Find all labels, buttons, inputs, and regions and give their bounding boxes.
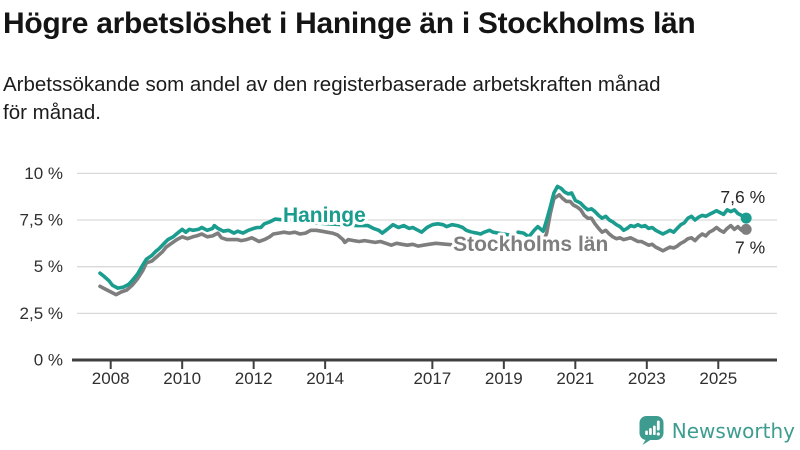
stockholms-l-n-line (98, 193, 749, 297)
x-tick-label: 2014 (306, 369, 344, 388)
y-tick-label: 0 % (34, 351, 63, 370)
x-tick-label: 2012 (235, 369, 273, 388)
stockholms-l-n-end-value-label: 7 % (735, 237, 765, 257)
x-tick-label: 2017 (413, 369, 451, 388)
y-tick-label: 5 % (34, 257, 63, 276)
speech-bubble-bar-chart-icon (639, 416, 664, 445)
newsworthy-logo[interactable]: Newsworthy (638, 415, 795, 446)
newsworthy-logo-text: Newsworthy (671, 418, 795, 443)
x-tick-label: 2010 (163, 369, 201, 388)
stockholms-l-n-series-label: Stockholms län (453, 233, 608, 256)
haninge-line (98, 217, 512, 290)
y-tick-label: 7,5 % (20, 211, 63, 230)
haninge-series-label: Haninge (283, 204, 366, 227)
chart-title: Högre arbetslöshet i Haninge än i Stockh… (3, 7, 696, 40)
x-tick-label: 2023 (628, 369, 666, 388)
y-tick-label: 10 % (24, 164, 63, 183)
stockholms-l-n-end-dot (740, 223, 752, 235)
x-tick-label: 2025 (699, 369, 737, 388)
x-tick-label: 2008 (92, 369, 130, 388)
x-tick-label: 2021 (556, 369, 594, 388)
haninge-end-value-label: 7,6 % (720, 187, 765, 207)
haninge-end-dot (740, 212, 752, 224)
chart-subtitle: Arbetssökande som andel av den registerb… (3, 73, 661, 124)
x-tick-label: 2019 (485, 369, 523, 388)
haninge-line (516, 184, 749, 239)
y-tick-label: 2,5 % (20, 304, 63, 323)
